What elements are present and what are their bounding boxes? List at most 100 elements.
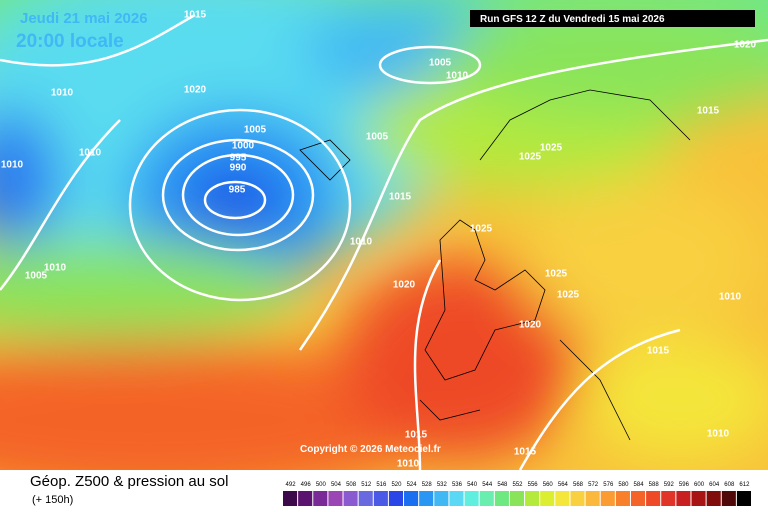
scale-cell — [540, 491, 555, 506]
scale-cell — [509, 491, 525, 506]
scale-cell — [388, 491, 404, 506]
isobar-label: 1025 — [470, 224, 493, 235]
date: Jeudi 21 mai 2026 — [20, 10, 148, 27]
scale-cell — [373, 491, 388, 506]
scale-label: 524 — [407, 482, 418, 488]
scale-label: 492 — [286, 482, 297, 488]
scale-label: 508 — [346, 482, 357, 488]
scale-label: 568 — [573, 482, 584, 488]
isobar-label: 1010 — [79, 148, 102, 159]
isobar-label: 1010 — [707, 429, 730, 440]
scale-cell — [525, 491, 540, 506]
isobar-label: 1010 — [397, 459, 420, 470]
scale-cell — [404, 491, 419, 506]
scale-cell — [358, 491, 373, 506]
isobar-label: 1020 — [519, 320, 542, 331]
scale-label: 596 — [679, 482, 690, 488]
scale-cell — [479, 491, 494, 506]
scale-label: 552 — [512, 482, 523, 488]
scale-label: 576 — [603, 482, 614, 488]
scale-cell — [283, 491, 298, 506]
time: 20:00 locale — [16, 31, 124, 52]
scale-label: 536 — [452, 482, 463, 488]
isobar-label: 995 — [230, 153, 247, 164]
scale-label: 512 — [361, 482, 372, 488]
scale-cell — [615, 491, 630, 506]
scale-label: 516 — [376, 482, 387, 488]
scale-label: 544 — [482, 482, 493, 488]
scale-label: 584 — [634, 482, 645, 488]
scale-label: 604 — [709, 482, 720, 488]
scale-cell — [555, 491, 570, 506]
isobar-label: 1020 — [184, 85, 207, 96]
scale-label: 520 — [391, 482, 402, 488]
isobar-label: 1015 — [405, 430, 428, 441]
isobar-label: 1005 — [429, 58, 452, 69]
isobar-label: 1025 — [557, 290, 580, 301]
isobar-label: 1025 — [545, 269, 568, 280]
scale-cell — [494, 491, 509, 506]
scale-label: 608 — [724, 482, 735, 488]
isobar-label: 1020 — [393, 280, 416, 291]
scale-cell — [721, 491, 736, 506]
scale-cell — [706, 491, 721, 506]
scale-cell — [464, 491, 479, 506]
isobar-label: 1015 — [647, 346, 670, 357]
scale-cell — [691, 491, 706, 506]
isobar-label: 1015 — [389, 192, 412, 203]
scale-label: 528 — [422, 482, 433, 488]
scale-label: 588 — [649, 482, 660, 488]
scale-cell — [313, 491, 328, 506]
isobar-label: 1025 — [519, 152, 542, 163]
scale-label: 532 — [437, 482, 448, 488]
scale-label: 564 — [558, 482, 569, 488]
scale-label: 556 — [528, 482, 539, 488]
scale-cell — [585, 491, 600, 506]
scale-cell — [630, 491, 646, 506]
scale-cell — [298, 491, 313, 506]
scale-cell — [736, 491, 751, 506]
isobar-label: 1015 — [697, 106, 720, 117]
isobar-label: 1005 — [25, 271, 48, 282]
scale-cell — [661, 491, 676, 506]
scale-cell — [676, 491, 691, 506]
scale-label: 572 — [588, 482, 599, 488]
scale-cell — [646, 491, 661, 506]
run-info: Run GFS 12 Z du Vendredi 15 mai 2026 — [480, 14, 665, 25]
scale-label: 548 — [497, 482, 508, 488]
scale-label: 496 — [301, 482, 312, 488]
isobar-labels: 1015 1020 1005 1010 1010 1020 1010 1010 … — [1, 10, 757, 470]
scale-cell — [434, 491, 449, 506]
scale-label: 612 — [739, 482, 750, 488]
isobar-label: 1005 — [244, 125, 267, 136]
copyright: Copyright © 2026 Meteociel.fr — [300, 444, 441, 455]
scale-cell — [328, 491, 343, 506]
footer-lead: (+ 150h) — [32, 494, 73, 506]
scale-label: 540 — [467, 482, 478, 488]
isobar-label: 1010 — [350, 237, 373, 248]
scale-cell — [600, 491, 615, 506]
scale-label: 600 — [694, 482, 705, 488]
scale-label: 560 — [543, 482, 554, 488]
isobar-label: 1020 — [734, 40, 757, 51]
scale-label: 592 — [664, 482, 675, 488]
isobar-label: 1000 — [232, 141, 255, 152]
isobar-label: 1010 — [446, 71, 469, 82]
isobar-label: 985 — [229, 185, 246, 196]
scale-label: 500 — [316, 482, 327, 488]
isobar-label: 1015 — [184, 10, 207, 21]
color-scale: 492 496 500 504 508 512 516 520 524 528 532 536 540 5… — [283, 482, 751, 506]
isobar-label: 1025 — [540, 143, 563, 154]
isobar-label: 1010 — [44, 263, 67, 274]
footer-title: Géop. Z500 & pression au sol — [30, 473, 228, 490]
isobar-label: 1010 — [719, 292, 742, 303]
scale-cell — [449, 491, 464, 506]
scale-label: 504 — [331, 482, 342, 488]
scale-cell — [343, 491, 358, 506]
scale-cell — [570, 491, 585, 506]
isobar-label: 1005 — [366, 132, 389, 143]
scale-label: 580 — [618, 482, 629, 488]
isobar-label: 990 — [230, 163, 247, 174]
